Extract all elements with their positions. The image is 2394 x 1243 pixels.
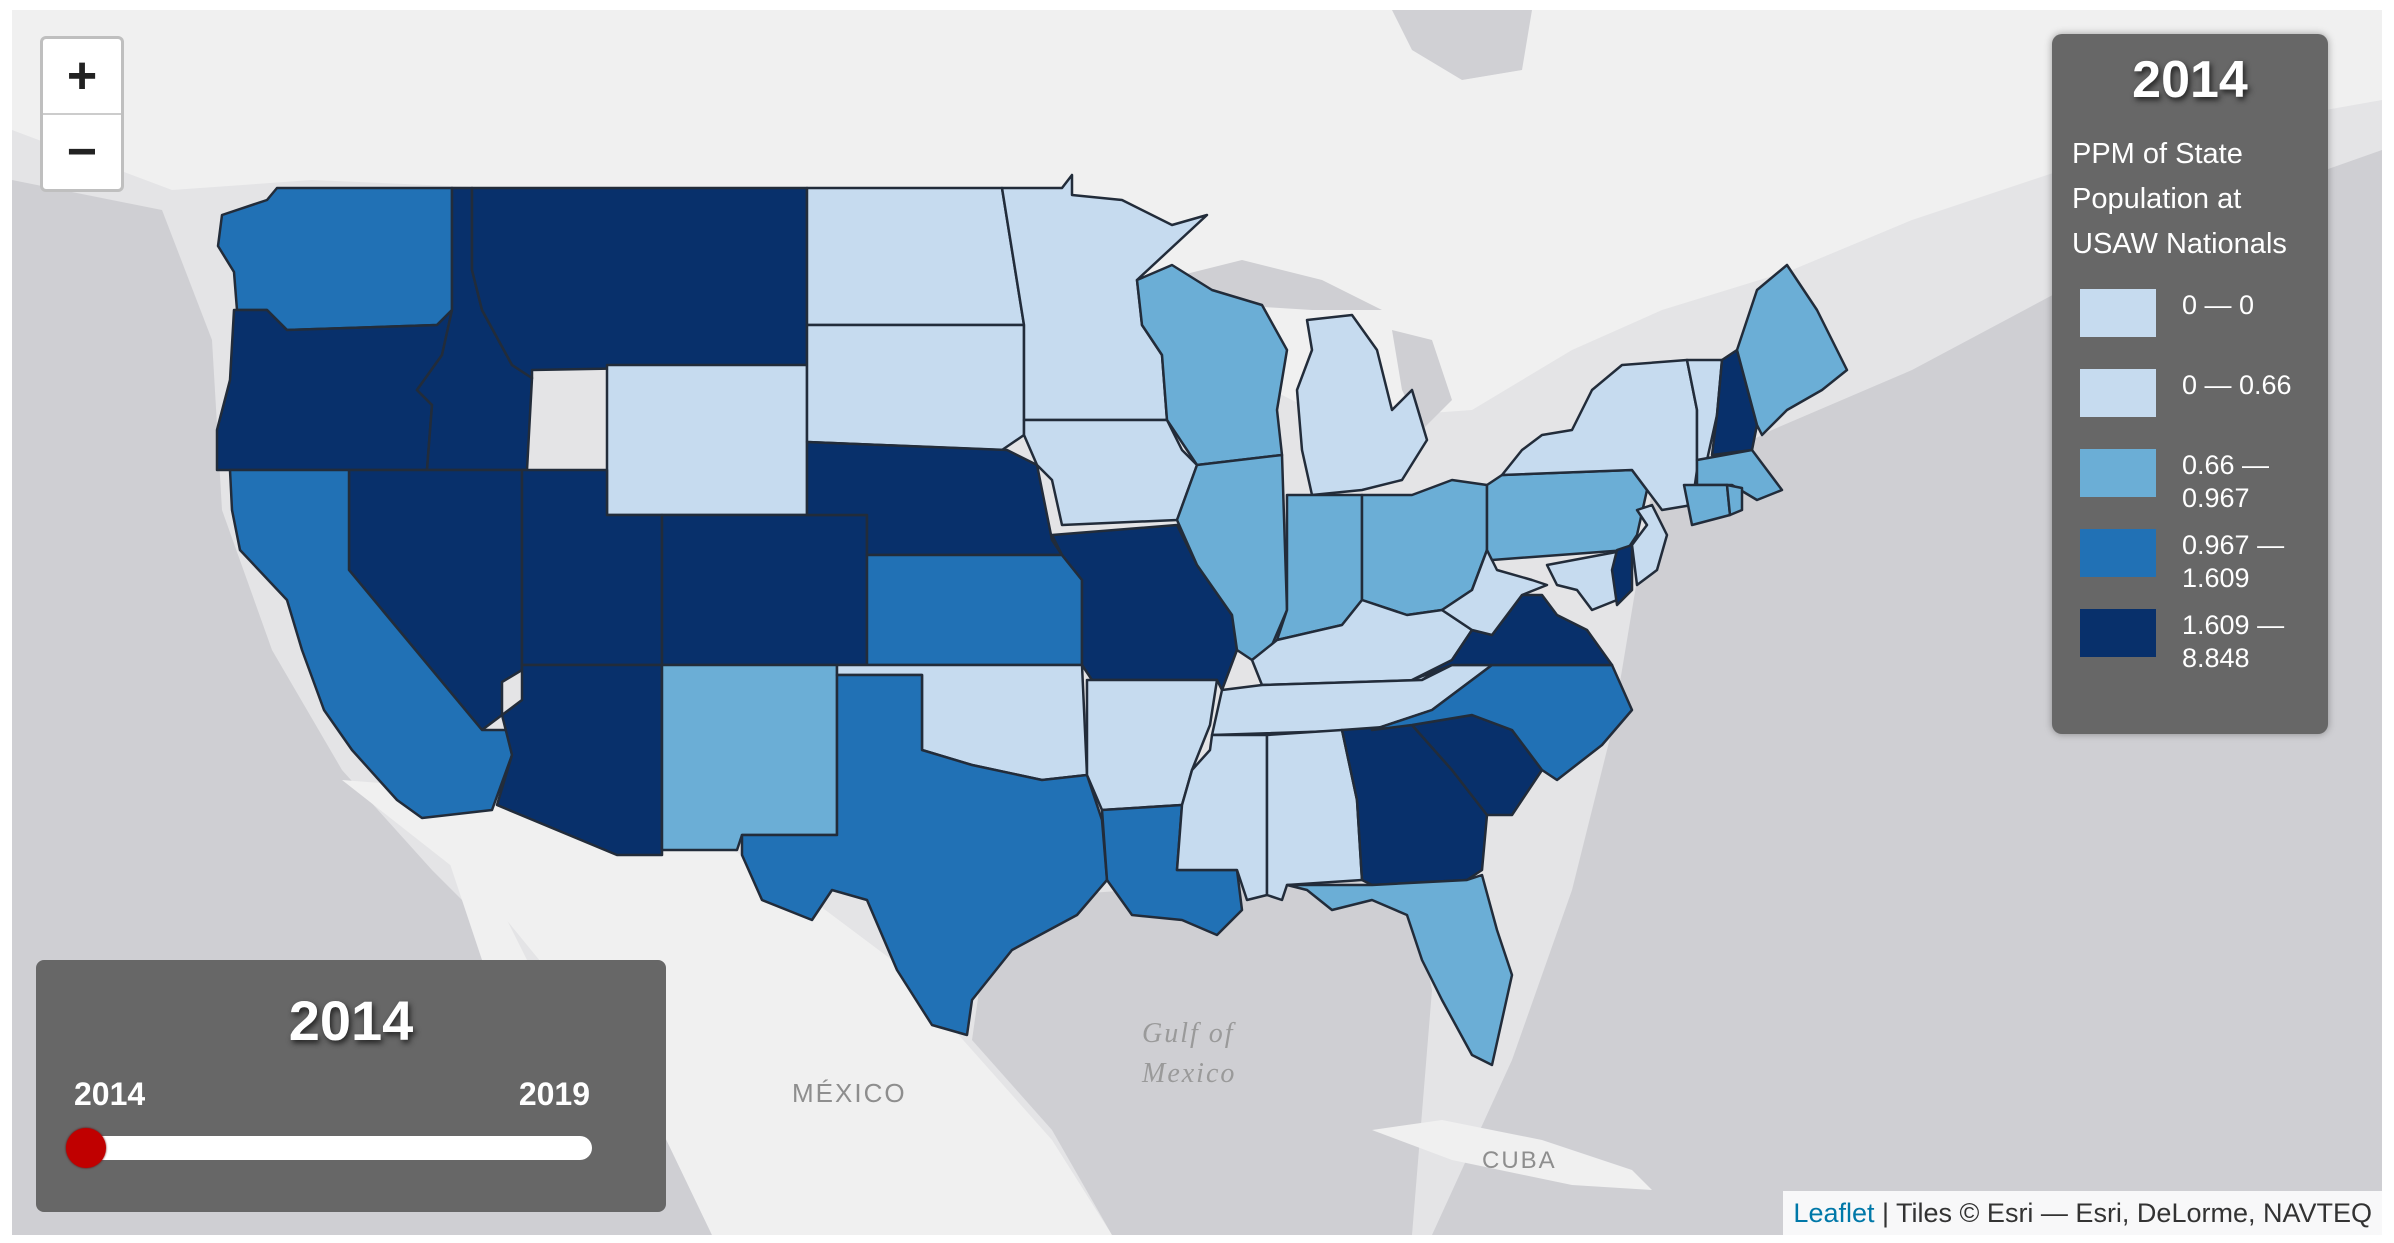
- legend-class: 0.967 — 1.609: [2072, 529, 2308, 609]
- legend-year: 2014: [2132, 51, 2248, 109]
- legend-class-label: 1.609 — 8.848: [2182, 610, 2285, 673]
- state-nd[interactable]: [805, 186, 1026, 327]
- legend-swatch: [2080, 449, 2156, 497]
- state-co[interactable]: [660, 513, 869, 667]
- slider-year-display: 2014: [288, 989, 414, 1052]
- gulf-label-line2: Mexico: [1141, 1058, 1236, 1089]
- state-de[interactable]: [1610, 543, 1634, 607]
- legend-class: 1.609 — 8.848: [2072, 609, 2308, 689]
- legend-class: 0 — 0: [2072, 289, 2308, 369]
- legend-class-label: 0.66 — 0.967: [2182, 450, 2270, 513]
- legend-classes: 0 — 0 0 — 0.66 0.66 — 0.967 0.967 — 1.60…: [2072, 289, 2308, 689]
- state-ks[interactable]: [865, 553, 1084, 667]
- attribution: Leaflet | Tiles © Esri — Esri, DeLorme, …: [1783, 1191, 2382, 1235]
- zoom-out-button[interactable]: −: [43, 113, 121, 189]
- legend-class-label: 0.967 — 1.609: [2182, 530, 2285, 593]
- state-ri[interactable]: [1725, 483, 1744, 517]
- state-ia[interactable]: [1022, 418, 1199, 527]
- state-mt[interactable]: [470, 186, 809, 380]
- cuba-land: [1372, 1120, 1652, 1190]
- map-container[interactable]: MÉXICO Gulf of Mexico CUBA: [12, 10, 2382, 1235]
- leaflet-link[interactable]: Leaflet: [1793, 1198, 1875, 1228]
- state-tx[interactable]: [740, 673, 1109, 1037]
- legend-swatch: [2080, 289, 2156, 337]
- legend-class-label: 0 — 0.66: [2182, 370, 2292, 400]
- lake-huron: [1392, 330, 1452, 430]
- state-il[interactable]: [1175, 453, 1289, 662]
- legend-panel: 2014 PPM of State Population at USAW Nat…: [2052, 34, 2328, 734]
- legend-class: 0 — 0.66: [2072, 369, 2308, 449]
- legend-swatch: [2080, 529, 2156, 577]
- gulf-water: [972, 870, 1432, 1235]
- legend-class-label: 0 — 0: [2182, 290, 2255, 320]
- attribution-text: | Tiles © Esri — Esri, DeLorme, NAVTEQ: [1874, 1198, 2372, 1228]
- state-wa[interactable]: [216, 186, 454, 332]
- legend-class: 0.66 — 0.967: [2072, 449, 2308, 529]
- year-slider-panel: 2014 2014 2019: [36, 960, 666, 1212]
- slider-min-label: 2014: [74, 1076, 146, 1112]
- state-wy[interactable]: [605, 363, 809, 517]
- state-nm[interactable]: [660, 663, 839, 852]
- gulf-label-line1: Gulf of: [1142, 1018, 1236, 1049]
- legend-title: PPM of State Population at USAW National…: [2072, 138, 2287, 260]
- hudson-bay: [1392, 10, 1532, 80]
- zoom-in-button[interactable]: +: [66, 47, 98, 105]
- canada-land: [12, 10, 2382, 420]
- slider-thumb[interactable]: [66, 1128, 106, 1168]
- state-fl[interactable]: [1285, 873, 1514, 1067]
- state-me[interactable]: [1735, 263, 1849, 437]
- legend-swatch: [2080, 369, 2156, 417]
- mexico-land: [342, 780, 1112, 1235]
- state-nj[interactable]: [1630, 503, 1669, 587]
- slider-max-label: 2019: [518, 1076, 590, 1112]
- state-wi[interactable]: [1135, 263, 1289, 467]
- state-sd[interactable]: [805, 323, 1026, 452]
- state-pa[interactable]: [1485, 468, 1649, 562]
- mexico-label: MÉXICO: [792, 1078, 907, 1108]
- legend-swatch: [2080, 609, 2156, 657]
- zoom-control: + −: [40, 36, 124, 192]
- cuba-label: CUBA: [1482, 1147, 1557, 1174]
- state-va[interactable]: [1410, 593, 1614, 682]
- slider-track[interactable]: [66, 1128, 592, 1168]
- state-ca[interactable]: [228, 468, 514, 820]
- state-mi[interactable]: [1295, 313, 1429, 497]
